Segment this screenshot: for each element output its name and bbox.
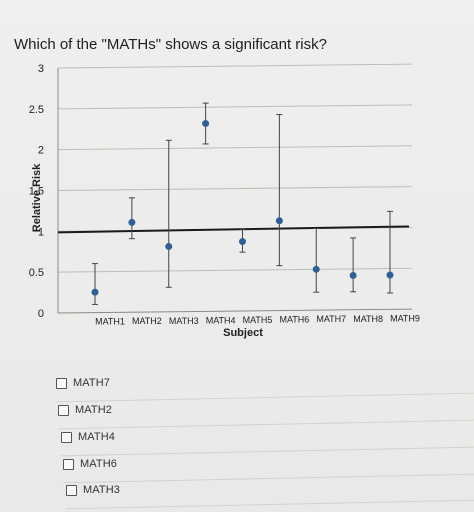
checkbox[interactable]: [56, 377, 67, 389]
x-tick-label: MATH8: [353, 314, 383, 324]
y-tick-label: 0: [38, 308, 44, 320]
option-label: MATH3: [83, 484, 120, 496]
data-point: [165, 242, 173, 250]
y-tick-label: 1: [38, 226, 44, 238]
y-tick-label: 2.5: [29, 104, 44, 116]
gridline: [57, 63, 413, 69]
option-divider: [58, 419, 474, 430]
option-math7[interactable]: MATH7: [56, 377, 110, 389]
x-tick-label: MATH5: [243, 315, 273, 325]
question-text: Which of the "MATHs" shows a significant…: [14, 36, 327, 53]
data-point: [202, 120, 210, 128]
data-point: [128, 218, 136, 226]
checkbox[interactable]: [58, 404, 69, 416]
y-tick-label: 3: [38, 63, 44, 75]
data-point: [275, 217, 283, 225]
option-label: MATH2: [75, 404, 112, 416]
x-tick-label: MATH1: [95, 317, 125, 327]
y-tick-label: 1.5: [29, 186, 44, 198]
x-tick-label: MATH6: [279, 315, 309, 325]
option-divider: [63, 473, 474, 484]
checkbox[interactable]: [66, 484, 77, 496]
x-tick-label: MATH7: [316, 314, 346, 324]
x-tick-label: MATH4: [206, 315, 236, 325]
y-tick-label: 0.5: [29, 267, 44, 279]
option-label: MATH6: [80, 458, 117, 470]
checkbox[interactable]: [61, 431, 72, 443]
gridline: [57, 145, 413, 151]
option-math4[interactable]: MATH4: [61, 431, 115, 443]
x-axis-label: Subject: [223, 327, 263, 339]
x-tick-label: MATH3: [169, 316, 199, 326]
data-point: [349, 271, 357, 279]
option-label: MATH4: [78, 431, 115, 443]
option-divider: [56, 392, 474, 403]
data-point: [312, 265, 320, 273]
data-point: [386, 271, 394, 279]
option-math2[interactable]: MATH2: [58, 404, 112, 416]
option-math6[interactable]: MATH6: [63, 458, 117, 470]
y-tick-label: 2: [38, 145, 44, 157]
y-axis-label: Relative Risk: [31, 163, 43, 232]
data-point: [239, 238, 246, 246]
checkbox[interactable]: [63, 458, 74, 470]
option-label: MATH7: [73, 377, 110, 389]
option-math3[interactable]: MATH3: [66, 484, 120, 496]
x-tick-label: MATH2: [132, 316, 162, 326]
data-point: [91, 288, 99, 296]
reference-line: [57, 225, 410, 234]
gridline: [57, 104, 413, 110]
x-tick-label: MATH9: [390, 313, 420, 323]
option-divider: [66, 499, 474, 510]
x-axis-line: [57, 308, 413, 314]
gridline: [57, 186, 413, 191]
option-divider: [61, 446, 474, 457]
